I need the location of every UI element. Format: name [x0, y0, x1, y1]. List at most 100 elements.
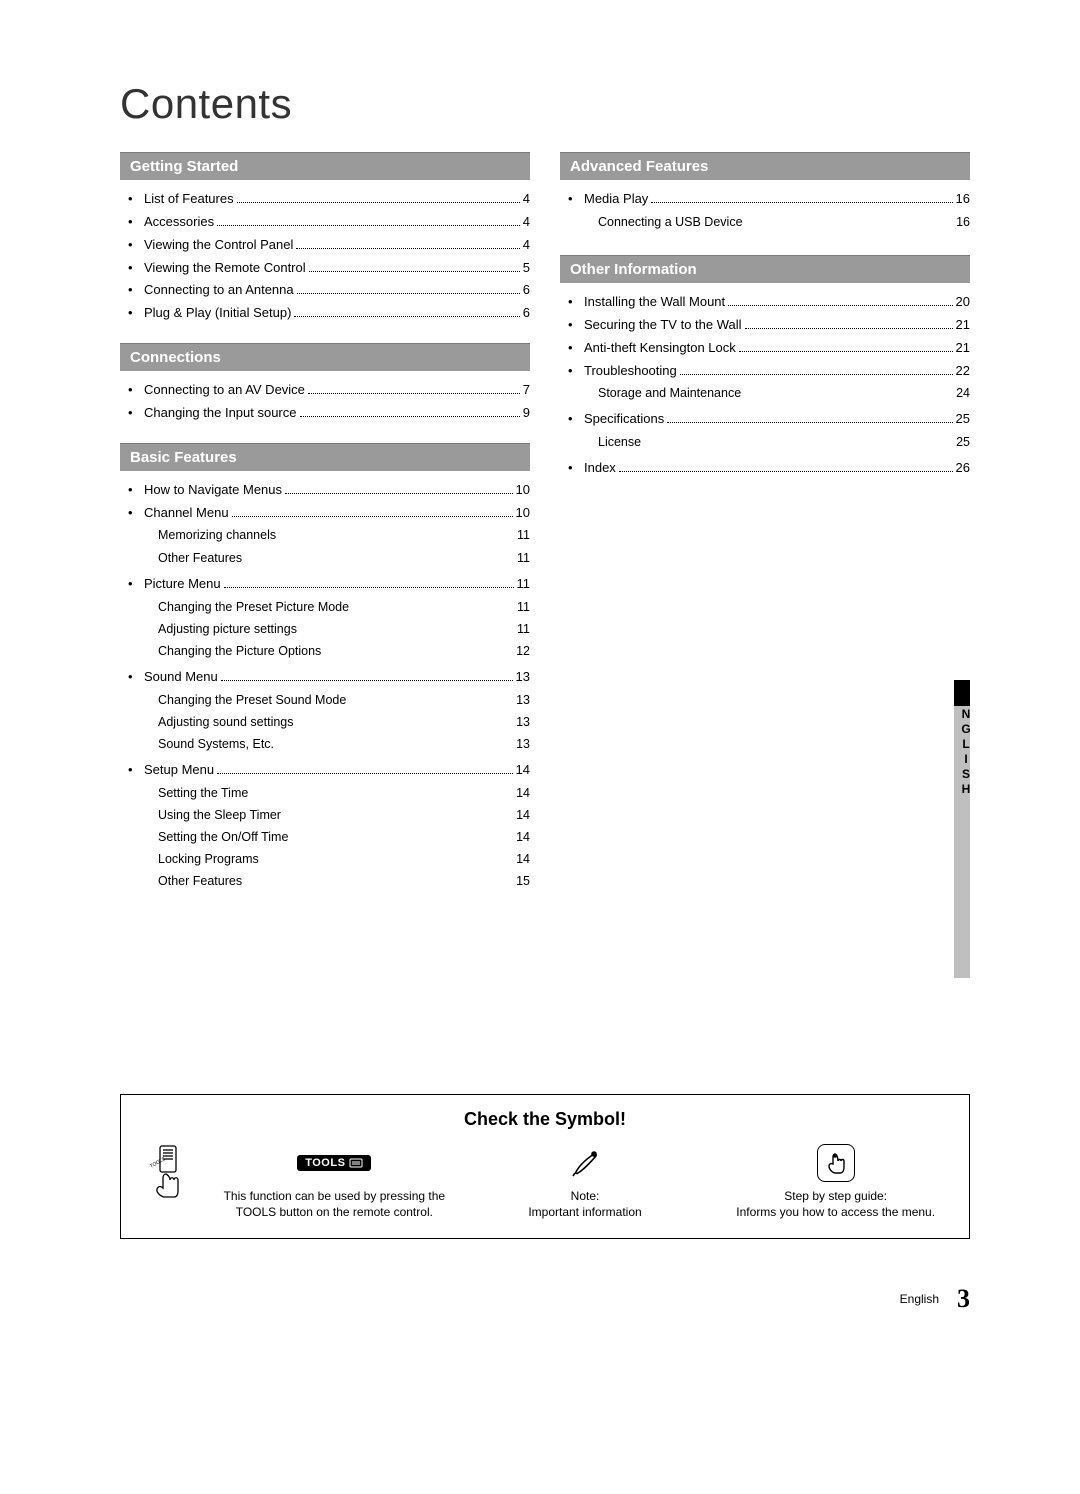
toc-item-page: 21: [956, 316, 970, 335]
toc-dots: [221, 680, 513, 681]
step-description: Step by step guide: Informs you how to a…: [720, 1188, 951, 1220]
toc-subitem: Other Features15: [158, 870, 530, 892]
toc-item: Plug & Play (Initial Setup)6: [120, 304, 530, 327]
toc-item-label: List of Features: [144, 190, 234, 209]
symbol-step: Step by step guide: Informs you how to a…: [720, 1144, 951, 1220]
toc-item-label: Picture Menu: [144, 575, 221, 594]
toc-item-page: 9: [523, 404, 530, 423]
toc-item-page: 7: [523, 381, 530, 400]
toc-item-label: Securing the TV to the Wall: [584, 316, 742, 335]
toc-subitem-label: Connecting a USB Device: [598, 213, 743, 231]
section-header: Advanced Features: [560, 152, 970, 180]
toc-item: Installing the Wall Mount20: [560, 293, 970, 316]
toc-subitem: Storage and Maintenance 24: [598, 382, 970, 404]
toc-list: Installing the Wall Mount20Securing the …: [560, 293, 970, 492]
toc-item: Picture Menu11Changing the Preset Pictur…: [120, 575, 530, 668]
toc-subitem-page: 11: [517, 549, 530, 567]
toc-item-label: Accessories: [144, 213, 214, 232]
toc-list: List of Features4Accessories4Viewing the…: [120, 190, 530, 337]
note-icon: [470, 1144, 701, 1182]
toc-sublist: Setting the Time 14 Using the Sleep Timer 1…: [144, 780, 530, 895]
toc-item: Viewing the Control Panel 4: [120, 236, 530, 259]
toc-subitem-page: 24: [956, 384, 970, 402]
toc-subitem-page: 14: [516, 784, 530, 802]
symbol-note: Note: Important information: [470, 1144, 701, 1220]
toc-item-label: Specifications: [584, 410, 664, 429]
toc-item: Anti-theft Kensington Lock21: [560, 339, 970, 362]
toc-dots: [308, 393, 520, 394]
toc-dots: [680, 374, 953, 375]
language-tab-text: ENGLISH: [959, 692, 973, 797]
toc-item-label: Installing the Wall Mount: [584, 293, 725, 312]
symbol-box-title: Check the Symbol!: [139, 1109, 951, 1130]
toc-sublist: Memorizing channels 11 Other Features 11: [144, 522, 530, 570]
toc-item: Media Play16Connecting a USB Device16: [560, 190, 970, 239]
toc-subitem: Setting the On/Off Time 14: [158, 826, 530, 848]
toc-subitem-label: Storage and Maintenance: [598, 384, 741, 402]
symbol-tools: TOOLS This function can be used by press…: [219, 1144, 450, 1220]
toc-item-page: 4: [523, 213, 530, 232]
toc-item: Viewing the Remote Control5: [120, 259, 530, 282]
toc-sublist: Connecting a USB Device 16: [584, 209, 970, 235]
toc-dots: [294, 316, 519, 317]
toc-subitem-label: Setting the On/Off Time: [158, 828, 288, 846]
toc-subitem-page: 25: [956, 433, 970, 451]
toc-subitem-page: 13: [516, 691, 530, 709]
toc-sublist: License25: [584, 429, 970, 455]
toc-subitem-label: Setting the Time: [158, 784, 248, 802]
toc-item-page: 21: [956, 339, 970, 358]
toc-item-label: Setup Menu: [144, 761, 214, 780]
toc-dots: [217, 225, 520, 226]
toc-subitem-label: Using the Sleep Timer: [158, 806, 281, 824]
toc-item: Troubleshooting22Storage and Maintenance…: [560, 362, 970, 411]
toc-item: Specifications 25License25: [560, 410, 970, 459]
toc-item-label: Changing the Input source: [144, 404, 297, 423]
toc-item-page: 22: [956, 362, 970, 381]
note-description: Note: Important information: [470, 1188, 701, 1220]
toc-subitem-label: Memorizing channels: [158, 526, 276, 544]
language-tab: ENGLISH: [946, 680, 970, 980]
toc-item-page: 14: [516, 761, 530, 780]
toc-dots: [296, 248, 519, 249]
toc-subitem-page: 14: [516, 806, 530, 824]
toc-subitem: Using the Sleep Timer 14: [158, 804, 530, 826]
toc-item: Securing the TV to the Wall 21: [560, 316, 970, 339]
toc-right-column: Advanced FeaturesMedia Play16Connecting …: [560, 146, 970, 909]
toc-subitem-page: 16: [956, 213, 970, 231]
toc-subitem: Changing the Preset Sound Mode 13: [158, 689, 530, 711]
toc-dots: [309, 271, 520, 272]
toc-item-page: 4: [523, 236, 530, 255]
toc-item: Index26: [560, 459, 970, 482]
toc-item-label: Connecting to an AV Device: [144, 381, 305, 400]
toc-subitem: Changing the Picture Options12: [158, 640, 530, 662]
toc-dots: [224, 587, 514, 588]
toc-subitem-page: 11: [517, 526, 530, 544]
toc-subitem-label: Changing the Preset Picture Mode: [158, 598, 349, 616]
toc-subitem-page: 14: [516, 850, 530, 868]
toc-item: How to Navigate Menus10: [120, 481, 530, 504]
toc-dots: [285, 493, 513, 494]
toc-dots: [667, 422, 952, 423]
toc-item: Changing the Input source 9: [120, 404, 530, 427]
step-icon: [720, 1144, 951, 1182]
section-header: Connections: [120, 343, 530, 371]
toc-item: List of Features 4: [120, 190, 530, 213]
toc-subitem-label: Other Features: [158, 549, 242, 567]
remote-hand-icon: TOOLS: [139, 1144, 199, 1200]
toc-item: Setup Menu14Setting the Time14Using the …: [120, 761, 530, 898]
toc-subitem: Other Features 11: [158, 547, 530, 569]
toc-item-page: 4: [523, 190, 530, 209]
toc-subitem-label: Changing the Preset Sound Mode: [158, 691, 346, 709]
toc-subitem-page: 14: [516, 828, 530, 846]
toc-dots: [300, 416, 520, 417]
toc-item-page: 26: [956, 459, 970, 478]
toc-item-label: Sound Menu: [144, 668, 218, 687]
toc-item-label: Viewing the Control Panel: [144, 236, 293, 255]
toc-item-label: Connecting to an Antenna: [144, 281, 294, 300]
page: Contents Getting StartedList of Features…: [0, 0, 1080, 1494]
svg-text:TOOLS: TOOLS: [149, 1155, 167, 1169]
toc-left-column: Getting StartedList of Features4Accessor…: [120, 146, 530, 909]
toc-item-page: 16: [956, 190, 970, 209]
tools-pill-label: TOOLS: [305, 1157, 345, 1169]
toc-item: Sound Menu13Changing the Preset Sound Mo…: [120, 668, 530, 761]
